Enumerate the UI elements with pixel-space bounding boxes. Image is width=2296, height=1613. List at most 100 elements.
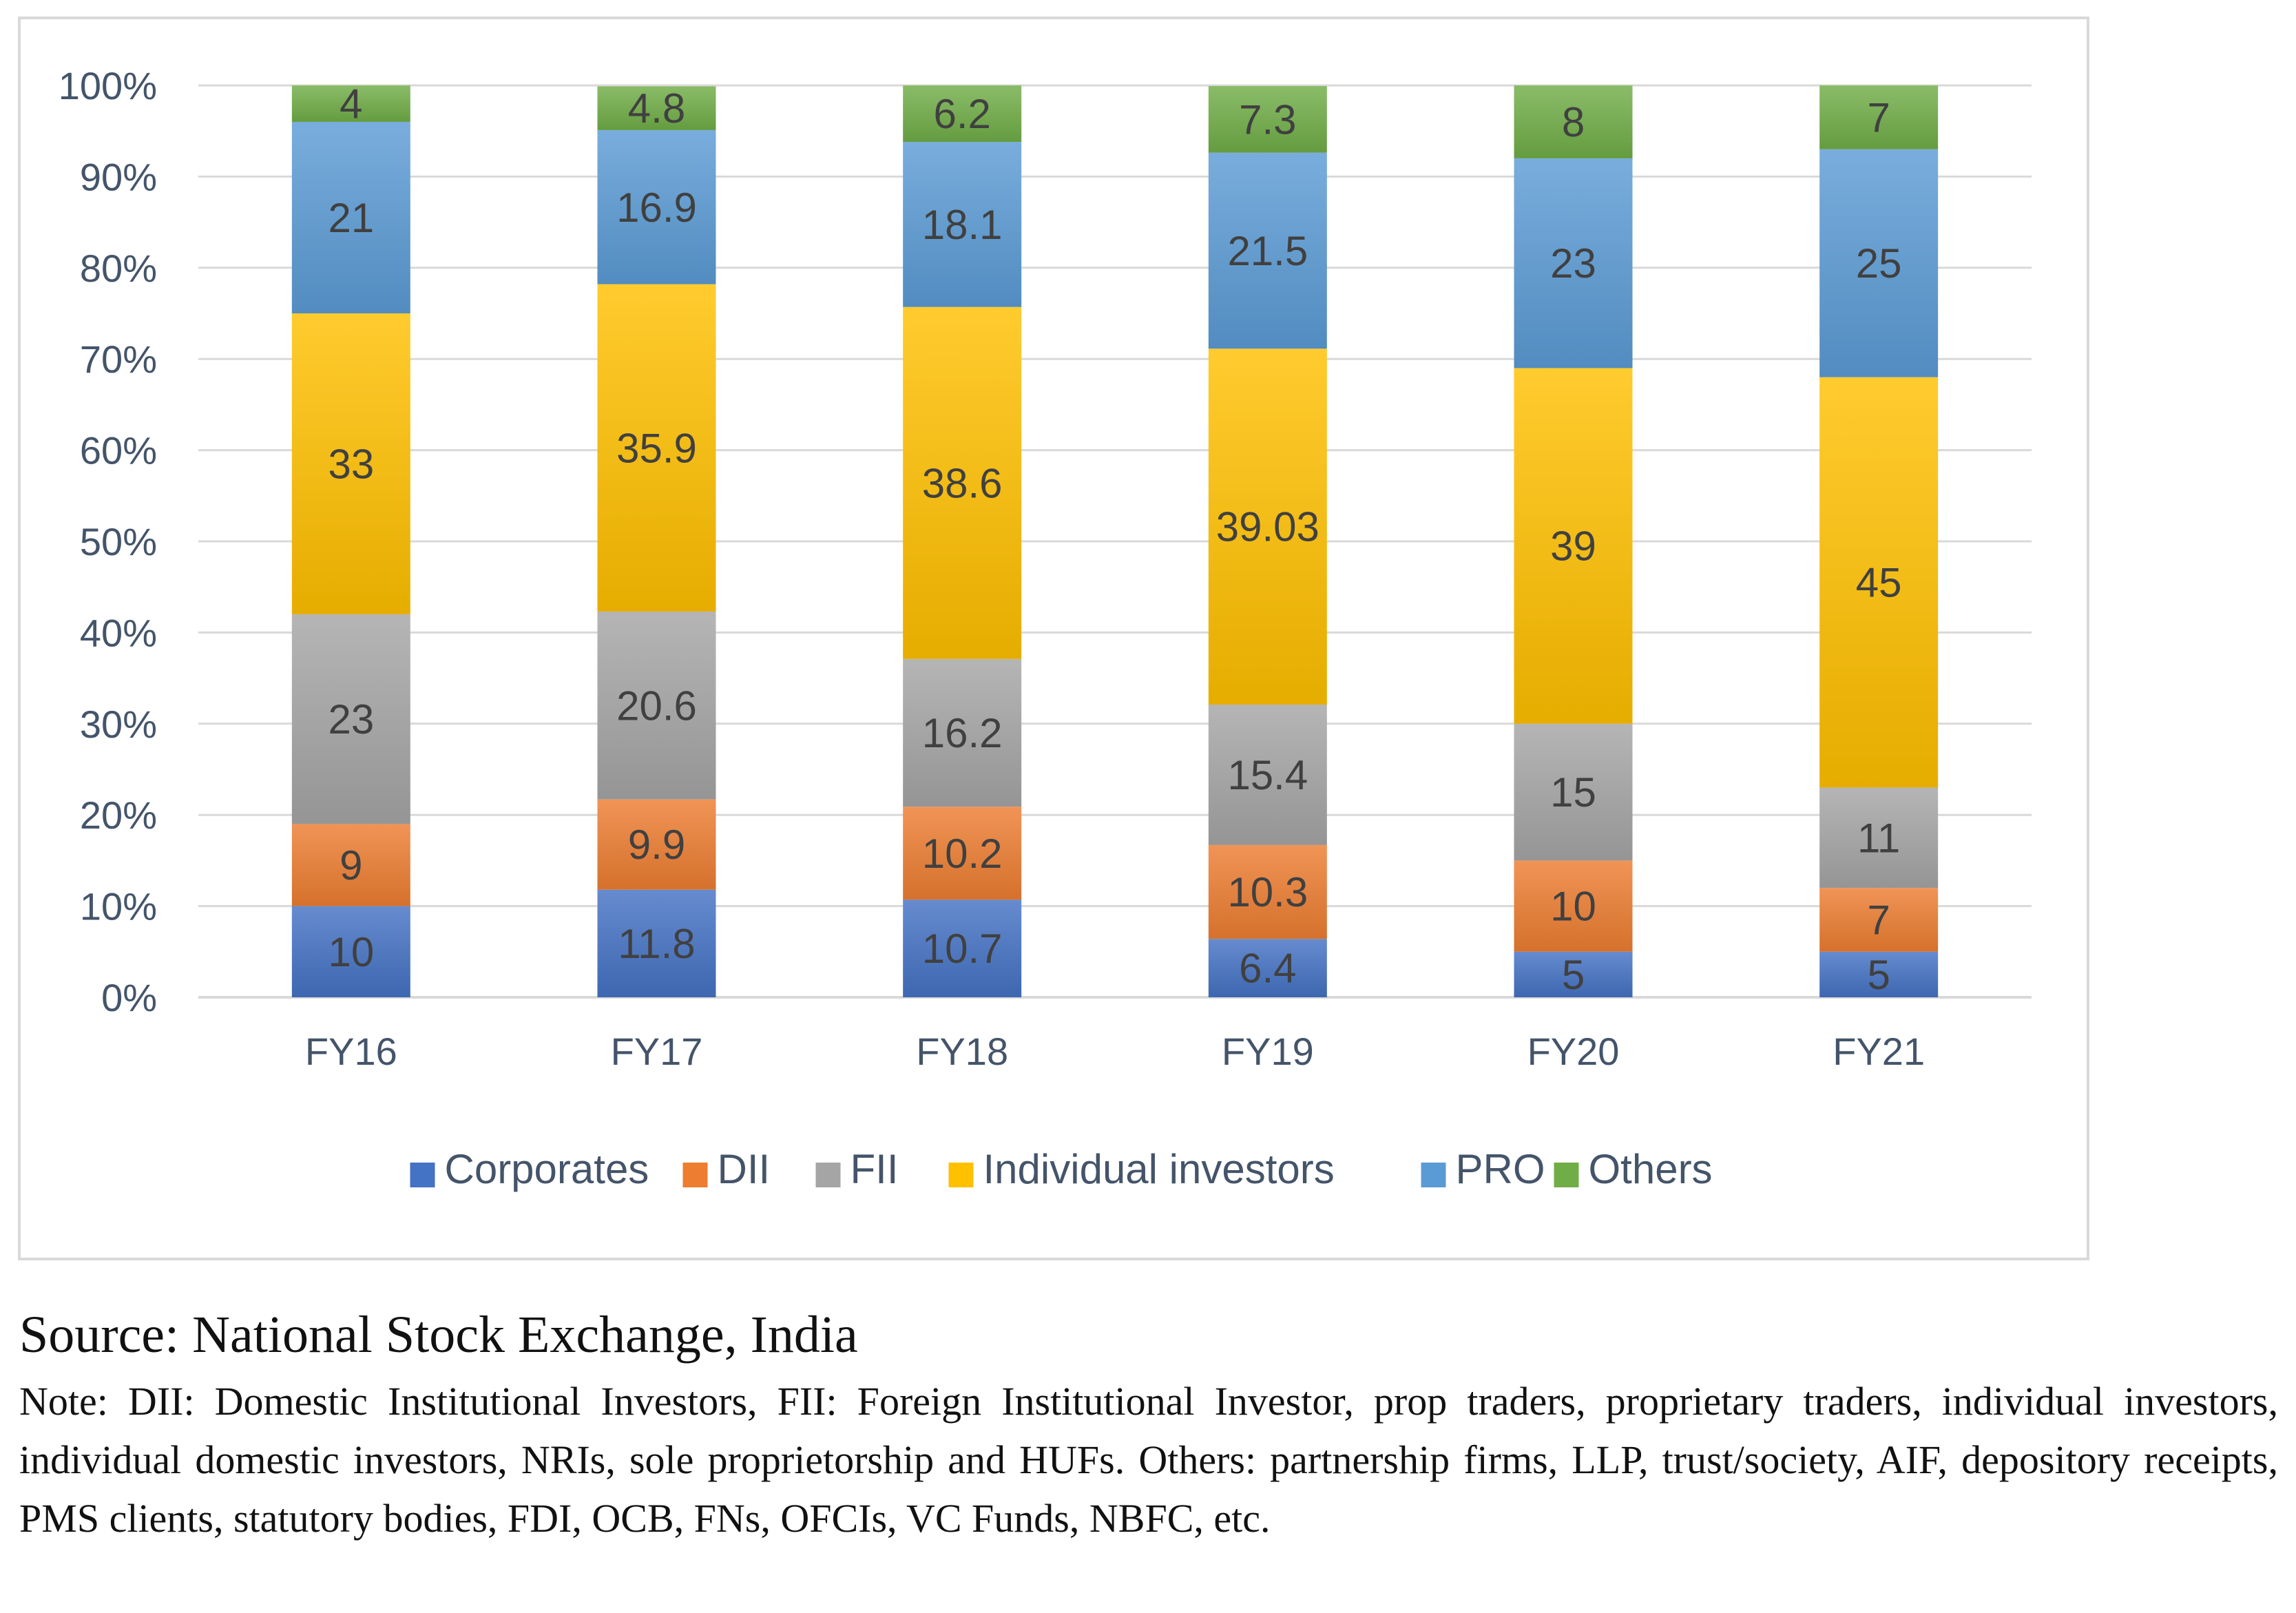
bar-segment (291, 824, 410, 906)
bar-segment (291, 906, 410, 997)
bar-segment (903, 85, 1022, 143)
data-label: 16.9 (616, 185, 697, 231)
data-label: 10.3 (1227, 869, 1308, 915)
x-tick-label: FY19 (1222, 1030, 1314, 1073)
data-label: 16.2 (922, 710, 1003, 756)
bar-segment (1819, 787, 1939, 888)
data-label: 39.03 (1216, 504, 1319, 550)
data-label: 9 (340, 842, 362, 888)
data-label: 7 (1867, 897, 1890, 943)
data-label: 4.8 (628, 85, 685, 132)
bar-segment (1208, 348, 1327, 705)
bar-segment (597, 611, 716, 800)
y-tick-label: 70% (80, 337, 157, 381)
bar-segment (597, 129, 716, 284)
x-tick-label: FY16 (305, 1030, 397, 1073)
data-label: 25 (1856, 240, 1902, 287)
note-text: Note: DII: Domestic Institutional Invest… (19, 1379, 2278, 1541)
bar-segment (291, 313, 410, 614)
bar-segment (291, 614, 410, 824)
bar-segment (1208, 704, 1327, 845)
bar-segment (1819, 149, 1939, 377)
data-label: 6.2 (933, 91, 990, 137)
data-label: 11.8 (618, 921, 695, 967)
data-label: 21.5 (1227, 228, 1308, 274)
bar-segment (291, 85, 410, 122)
bar-segment (291, 121, 410, 313)
bar-segment (1514, 723, 1633, 861)
legend-swatch (682, 1163, 708, 1187)
legend-label: Corporates (445, 1146, 649, 1192)
bar-segment (597, 889, 716, 997)
data-label: 5 (1562, 952, 1585, 998)
data-label: 8 (1562, 99, 1585, 145)
bar-segment (1514, 860, 1633, 952)
data-label: 10 (1550, 884, 1596, 930)
data-label: 18.1 (922, 202, 1003, 248)
bar-segment (597, 86, 716, 130)
bar-segment (1514, 158, 1633, 368)
data-label: 39 (1550, 523, 1596, 570)
bar-segment (1514, 85, 1633, 158)
bar-segment (903, 806, 1022, 900)
bar-segment (903, 658, 1022, 807)
legend-swatch (1554, 1163, 1579, 1187)
legend-swatch (410, 1163, 435, 1187)
bar-segment (1208, 844, 1327, 939)
bar-segment (903, 899, 1022, 997)
data-label: 5 (1867, 952, 1890, 998)
data-label: 11 (1857, 815, 1900, 861)
bar-segment (1819, 377, 1939, 788)
legend-label: PRO (1456, 1146, 1545, 1192)
legend-swatch (1421, 1163, 1446, 1187)
x-tick-label: FY20 (1527, 1030, 1620, 1073)
legend-label: Others (1589, 1146, 1713, 1192)
data-label: 23 (328, 696, 374, 742)
stacked-bar-chart: 0% 10% 20% 30% 40% 50% 60% 70% 80% 90% 100% 10 9 23 33… (59, 64, 2032, 1192)
data-label: 23 (1550, 240, 1596, 287)
y-tick-label: 60% (80, 429, 157, 472)
bar-segment (903, 306, 1022, 659)
bar-segment (1819, 85, 1939, 149)
bar-segment (1208, 939, 1327, 997)
y-tick-label: 10% (80, 885, 157, 928)
data-label: 10.2 (922, 831, 1003, 877)
data-label: 10.7 (922, 926, 1003, 972)
y-tick-label: 80% (80, 247, 157, 290)
y-tick-label: 100% (59, 64, 157, 107)
y-tick-label: 90% (80, 155, 157, 198)
bar-segment (1208, 152, 1327, 349)
legend-label: FII (850, 1146, 899, 1192)
bar-segment (903, 142, 1022, 307)
data-label: 10 (328, 929, 374, 975)
x-tick-label: FY17 (611, 1030, 703, 1073)
data-label: 4 (340, 81, 362, 127)
data-label: 38.6 (922, 460, 1003, 506)
y-tick-label: 50% (80, 520, 157, 563)
data-label: 7 (1867, 94, 1890, 141)
x-tick-label: FY18 (916, 1030, 1008, 1073)
bar-segment (1819, 951, 1939, 997)
data-label: 6.4 (1239, 946, 1296, 992)
source-line: Source: National Stock Exchange, India (19, 1306, 858, 1364)
data-label: 21 (328, 195, 374, 241)
data-label: 15.4 (1227, 752, 1308, 798)
bar-segment (1819, 888, 1939, 952)
y-tick-label: 30% (80, 703, 157, 746)
data-label: 20.6 (616, 683, 697, 729)
data-label: 15 (1550, 769, 1596, 815)
legend-swatch (948, 1163, 974, 1187)
bar-segment (597, 799, 716, 890)
y-tick-label: 20% (80, 793, 157, 837)
legend-label: DII (718, 1146, 771, 1192)
bar-segment (1208, 85, 1327, 153)
data-label: 9.9 (628, 822, 685, 868)
bar-segment (1514, 368, 1633, 724)
legend-swatch (815, 1163, 841, 1187)
data-label: 7.3 (1239, 96, 1296, 143)
data-label: 35.9 (616, 425, 697, 471)
y-tick-label: 40% (80, 611, 157, 654)
data-label: 45 (1856, 560, 1902, 606)
legend-label: Individual investors (983, 1146, 1335, 1192)
bar-segment (597, 284, 716, 612)
